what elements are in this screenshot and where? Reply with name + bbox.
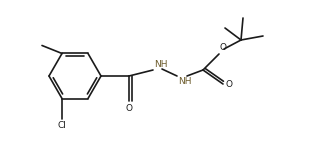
Text: O: O	[225, 80, 232, 88]
Text: NH: NH	[154, 60, 168, 69]
Text: O: O	[126, 104, 133, 113]
Text: Cl: Cl	[58, 121, 66, 129]
Text: O: O	[220, 43, 227, 52]
Text: NH: NH	[178, 77, 191, 86]
